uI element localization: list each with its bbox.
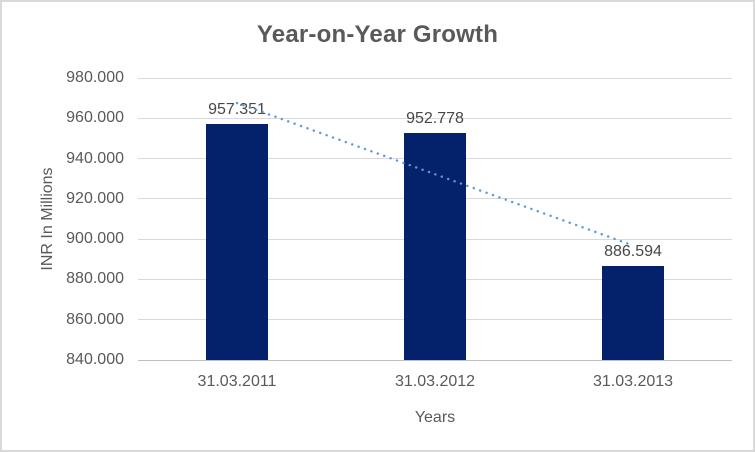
- bar: [404, 132, 466, 360]
- y-tick-label: 980.000: [66, 69, 124, 86]
- y-tick-label: 920.000: [66, 189, 124, 207]
- data-label: 886.594: [604, 243, 662, 261]
- x-tick-label: 31.03.2012: [394, 373, 476, 390]
- x-axis-line: [138, 359, 732, 361]
- gridline: [138, 77, 732, 79]
- y-axis-title: INR In Millions: [39, 167, 56, 271]
- y-tick-label: 880.000: [66, 270, 124, 288]
- x-axis-title: Years: [414, 409, 456, 426]
- y-tick-label: 860.000: [66, 310, 124, 328]
- bar: [602, 266, 664, 360]
- data-label: 957.351: [208, 100, 266, 118]
- chart-title: Year-on-Year Growth: [256, 21, 499, 48]
- y-tick-label: 940.000: [66, 149, 124, 167]
- y-tick-label: 840.000: [66, 351, 124, 368]
- data-label: 952.778: [406, 109, 464, 127]
- x-tick-label: 31.03.2011: [197, 373, 277, 390]
- x-tick-label: 31.03.2013: [592, 373, 674, 390]
- y-tick-label: 900.000: [66, 230, 124, 248]
- y-tick-label: 960.000: [66, 109, 124, 127]
- bar: [206, 123, 268, 360]
